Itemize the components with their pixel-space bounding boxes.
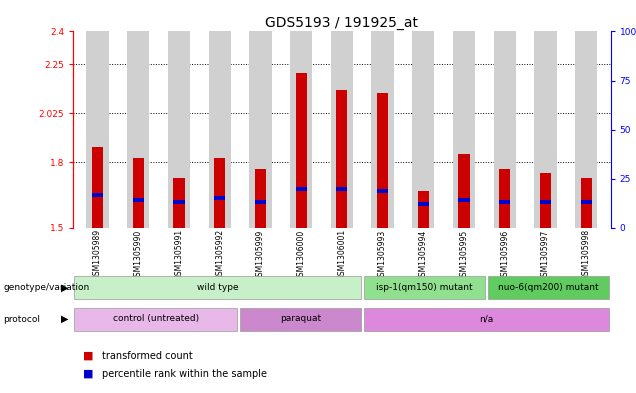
Bar	[540, 200, 551, 204]
Bar	[86, 31, 109, 228]
Bar	[488, 276, 609, 299]
Bar	[174, 200, 184, 204]
Bar	[418, 202, 429, 206]
Bar	[296, 73, 307, 228]
Text: percentile rank within the sample: percentile rank within the sample	[102, 369, 266, 379]
Bar	[92, 147, 103, 228]
Title: GDS5193 / 191925_at: GDS5193 / 191925_at	[265, 17, 418, 30]
Bar	[418, 191, 429, 228]
Bar	[214, 196, 225, 200]
Text: wild type: wild type	[197, 283, 238, 292]
Text: ■: ■	[83, 369, 93, 379]
Bar	[290, 31, 312, 228]
Bar	[214, 158, 225, 228]
Text: nuo-6(qm200) mutant: nuo-6(qm200) mutant	[498, 283, 599, 292]
Bar	[127, 31, 149, 228]
Bar	[174, 178, 184, 228]
Bar	[453, 31, 475, 228]
Bar	[255, 169, 266, 228]
Bar	[459, 198, 469, 202]
Bar	[74, 308, 237, 331]
Bar	[296, 187, 307, 191]
Text: isp-1(qm150) mutant: isp-1(qm150) mutant	[377, 283, 473, 292]
Text: ■: ■	[83, 351, 93, 361]
Bar	[377, 93, 388, 228]
Bar	[336, 187, 347, 191]
Bar	[336, 90, 347, 228]
Bar	[459, 154, 469, 228]
Bar	[534, 31, 556, 228]
Bar	[364, 276, 485, 299]
Bar	[133, 158, 144, 228]
Bar	[92, 193, 103, 197]
Text: genotype/variation: genotype/variation	[3, 283, 90, 292]
Bar	[371, 31, 394, 228]
Text: paraquat: paraquat	[280, 314, 321, 323]
Bar	[168, 31, 190, 228]
Text: ▶: ▶	[61, 314, 69, 324]
Text: transformed count: transformed count	[102, 351, 193, 361]
Bar	[412, 31, 434, 228]
Text: protocol: protocol	[3, 315, 40, 323]
Bar	[209, 31, 231, 228]
Bar	[575, 31, 597, 228]
Text: n/a: n/a	[480, 314, 494, 323]
Bar	[331, 31, 353, 228]
Text: ▶: ▶	[61, 283, 69, 293]
Bar	[133, 198, 144, 202]
Bar	[240, 308, 361, 331]
Bar	[540, 173, 551, 228]
Bar	[494, 31, 516, 228]
Text: control (untreated): control (untreated)	[113, 314, 199, 323]
Bar	[377, 189, 388, 193]
Bar	[499, 169, 510, 228]
Bar	[581, 178, 591, 228]
Bar	[499, 200, 510, 204]
Bar	[581, 200, 591, 204]
Bar	[249, 31, 272, 228]
Bar	[364, 308, 609, 331]
Bar	[255, 200, 266, 204]
Bar	[74, 276, 361, 299]
